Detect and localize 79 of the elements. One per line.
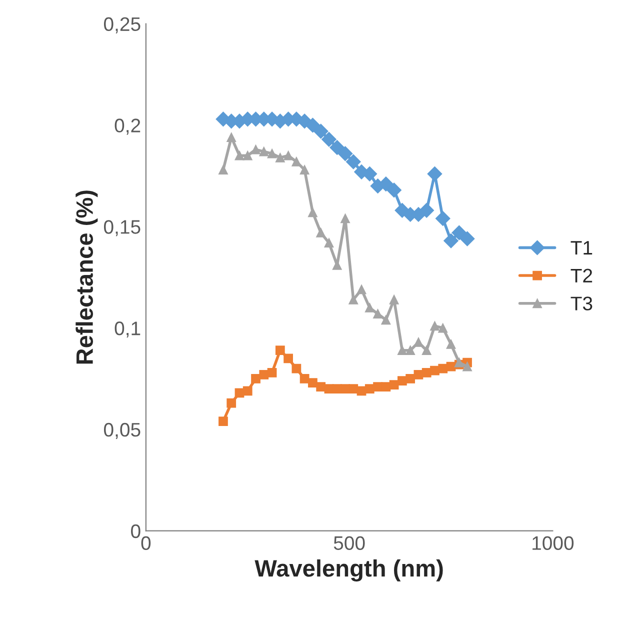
point [373,309,382,319]
point [414,338,424,347]
point [340,214,350,224]
point [251,374,260,384]
y-tick-label: 0,1 [114,321,140,338]
y-axis-title: Reflectance (%) [76,190,98,364]
point [389,380,399,390]
point [330,140,345,155]
point [305,118,320,133]
point [275,346,285,356]
point [218,165,228,175]
point [381,382,391,392]
point [389,294,399,304]
x-tick-label: 1000 [532,536,574,550]
point [267,148,277,158]
point [430,321,440,331]
y-tick-label: 0 [131,524,140,538]
point [462,362,472,372]
point [234,150,244,160]
x-tick-label: 0 [141,536,151,550]
point [308,208,318,218]
point [313,124,328,139]
point [234,388,244,398]
legend-label: T1 [570,241,592,254]
legend-label: T2 [570,268,592,282]
y-tick-label: 0,05 [104,422,140,439]
point [259,370,269,380]
point [284,354,293,364]
point [284,150,293,160]
point [444,233,458,248]
point [292,364,302,374]
point [364,384,374,394]
point [406,346,416,356]
point [292,157,302,166]
x-tick-label: 500 [334,536,365,550]
point [427,166,442,182]
point [218,416,228,426]
point [308,378,318,388]
point [251,144,260,154]
point [348,384,358,394]
point [381,315,391,325]
point [438,323,448,333]
x-axis-title: Wavelength (nm) [254,559,443,582]
y-tick-label: 0,2 [114,118,140,135]
point [435,211,450,226]
point [324,238,334,248]
point [452,225,467,240]
point [226,398,236,408]
legend-label: T3 [570,296,592,310]
point [242,386,252,396]
point [460,231,475,246]
point [406,374,416,384]
point [422,346,432,356]
point [316,382,326,392]
point [438,364,448,374]
y-tick-label: 0,25 [104,17,140,34]
point [242,150,252,160]
y-tick-label: 0,15 [104,220,140,236]
point [338,146,353,161]
point [275,152,285,162]
point [259,146,269,156]
point [316,228,326,238]
point [356,386,366,396]
point [322,132,336,147]
point [356,284,366,294]
point [398,346,407,356]
point [300,165,310,175]
point [419,202,434,218]
point [422,368,432,378]
point [446,340,456,349]
point [414,370,424,380]
point [300,374,310,384]
point [398,376,407,386]
point [267,368,277,378]
point [364,303,374,312]
point [226,132,236,142]
point [346,154,361,170]
point [386,182,402,198]
point [430,366,440,376]
